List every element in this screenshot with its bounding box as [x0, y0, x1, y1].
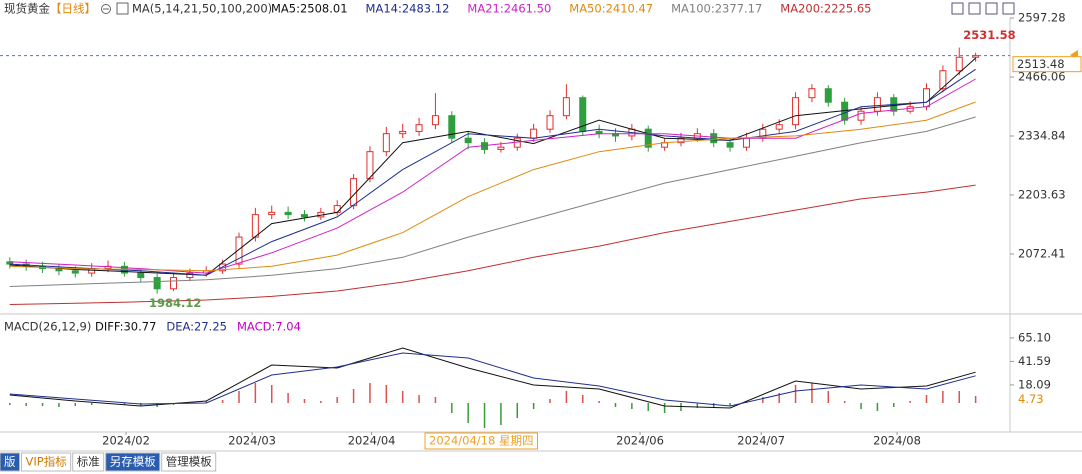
x-tick-label: 2024/08 [873, 434, 921, 448]
candle-body [268, 211, 276, 216]
tab-label[interactable]: 版 [4, 455, 16, 469]
legend-entry: MA21:2461.50 [467, 2, 551, 16]
icon[interactable] [951, 2, 964, 15]
collapse-icon[interactable] [101, 4, 111, 14]
candle-body [399, 130, 407, 135]
tab-label[interactable]: VIP指标 [26, 455, 67, 469]
candle-body [431, 115, 439, 126]
legend-entry: MACD:7.04 [237, 320, 301, 334]
x-tick-label: 2024/06 [616, 434, 664, 448]
y-tick-label: 2334.84 [1018, 128, 1066, 142]
icon[interactable] [1002, 2, 1015, 15]
candle-body [824, 88, 832, 103]
tab[interactable] [72, 452, 105, 472]
low-label: 1984.12 [149, 296, 201, 310]
legend-entry: DEA:27.25 [166, 320, 227, 334]
candle-body [775, 124, 783, 130]
ma-line [9, 184, 976, 305]
candle-body [497, 146, 505, 150]
candle-body [923, 88, 931, 108]
tab-label[interactable]: 另存模板 [110, 455, 156, 469]
candle-body [726, 142, 734, 148]
candle-body [415, 124, 423, 132]
candle-body [857, 110, 865, 121]
indicator-name: MA(5,14,21,50,100,200) [132, 2, 272, 16]
candle-body [644, 128, 652, 148]
candle-body [251, 214, 259, 238]
candle-body [382, 133, 390, 153]
ma-line [9, 116, 976, 287]
ma-line [9, 57, 976, 276]
toolbar-icons [951, 2, 1015, 15]
y-tick-label: 2072.41 [1018, 246, 1066, 260]
candle-body [235, 236, 243, 265]
indicator-icon[interactable] [116, 2, 129, 15]
x-tick-label: 2024/07 [737, 434, 785, 448]
candle-body [366, 151, 374, 180]
candle-body [742, 137, 750, 148]
legend-entry: MA5:2508.01 [271, 2, 348, 16]
y-tick-label: 2597.28 [1018, 11, 1066, 25]
candle-body [464, 137, 472, 144]
candle-body [448, 115, 456, 139]
candle-body [710, 133, 718, 144]
candle-body [284, 211, 292, 216]
candle-body [955, 56, 963, 72]
legend-entry: MA100:2377.17 [671, 2, 762, 16]
candle-body [71, 270, 79, 274]
candle-body [562, 97, 570, 117]
legend-entry: MA14:2483.12 [366, 2, 450, 16]
legend-entry: MA50:2410.47 [569, 2, 653, 16]
tab[interactable] [0, 452, 20, 472]
candle-body [808, 88, 816, 99]
high-label: 2531.58 [963, 28, 1015, 42]
period[interactable]: 【日线】 [50, 2, 96, 16]
legend-entry: MA200:2225.65 [780, 2, 871, 16]
y-tick-label: 2203.63 [1018, 187, 1066, 201]
tab-label[interactable]: 标准 [77, 455, 100, 469]
candle-body [972, 55, 980, 58]
cursor-macd: 4.73 [1018, 392, 1044, 406]
candle-body [300, 214, 308, 218]
ma-line [9, 101, 976, 272]
macd-line [9, 352, 976, 407]
x-tick-label: 2024/04 [348, 434, 396, 448]
candle-body [677, 137, 685, 144]
y-tick-label: 18.09 [1018, 377, 1051, 391]
ma-line [9, 68, 976, 276]
candle-body [792, 97, 800, 126]
cursor-date: 2024/04/18 星期四 [429, 434, 533, 448]
y-tick-label: 2466.06 [1018, 69, 1066, 83]
cursor-date-box [424, 432, 538, 450]
tab[interactable] [161, 452, 217, 472]
icon[interactable] [985, 2, 998, 15]
candle-body [939, 70, 947, 90]
candle-body [186, 272, 194, 279]
x-tick-label: 2024/02 [102, 434, 150, 448]
candle-body [170, 277, 178, 290]
candle-body [137, 272, 145, 279]
candle-body [333, 205, 341, 213]
y-tick-label: 65.10 [1018, 330, 1051, 344]
macd-title: MACD(26,12,9) [4, 320, 91, 334]
icon[interactable] [968, 2, 981, 15]
x-tick-label: 2024/03 [228, 434, 276, 448]
candle-body [546, 115, 554, 130]
tab-label[interactable]: 管理模板 [166, 455, 212, 469]
y-tick-label: 41.59 [1018, 354, 1051, 368]
legend-entry: DIFF:30.77 [95, 320, 156, 334]
candle-body [153, 277, 161, 290]
tab[interactable] [105, 452, 161, 472]
tab[interactable] [21, 452, 72, 472]
cursor-price: 2513.48 [1017, 57, 1065, 71]
candle-body [873, 97, 881, 112]
symbol: 现货黄金 [4, 2, 50, 16]
ma-line [9, 78, 976, 274]
candle-body [530, 128, 538, 139]
cursor-price-box [1012, 56, 1082, 73]
